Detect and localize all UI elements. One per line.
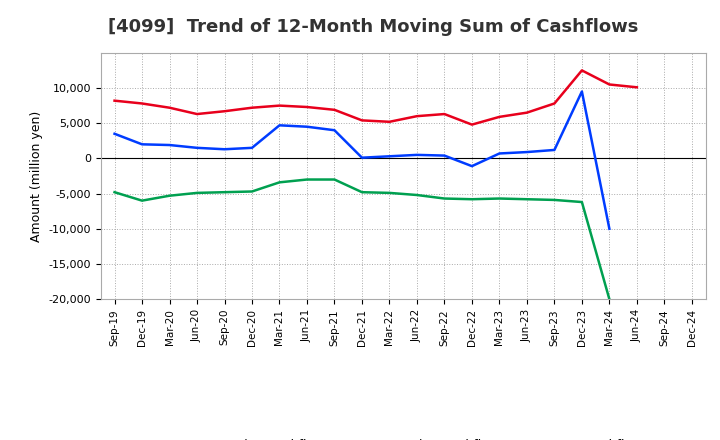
- Operating Cashflow: [495, 114, 504, 120]
- Investing Cashflow: [302, 177, 311, 182]
- Free Cashflow: [605, 226, 613, 231]
- Operating Cashflow: [275, 103, 284, 108]
- Operating Cashflow: [440, 111, 449, 117]
- Investing Cashflow: [550, 197, 559, 202]
- Investing Cashflow: [605, 297, 613, 302]
- Investing Cashflow: [467, 197, 476, 202]
- Free Cashflow: [330, 128, 339, 133]
- Line: Operating Cashflow: Operating Cashflow: [114, 70, 637, 125]
- Operating Cashflow: [577, 68, 586, 73]
- Investing Cashflow: [248, 189, 256, 194]
- Operating Cashflow: [302, 104, 311, 110]
- Free Cashflow: [440, 153, 449, 158]
- Free Cashflow: [385, 154, 394, 159]
- Text: [4099]  Trend of 12-Month Moving Sum of Cashflows: [4099] Trend of 12-Month Moving Sum of C…: [108, 18, 639, 36]
- Legend: Operating Cashflow, Investing Cashflow, Free Cashflow: Operating Cashflow, Investing Cashflow, …: [159, 433, 647, 440]
- Investing Cashflow: [358, 190, 366, 195]
- Free Cashflow: [248, 145, 256, 150]
- Operating Cashflow: [248, 105, 256, 110]
- Investing Cashflow: [110, 190, 119, 195]
- Free Cashflow: [577, 89, 586, 94]
- Operating Cashflow: [385, 119, 394, 125]
- Free Cashflow: [165, 143, 174, 148]
- Operating Cashflow: [605, 82, 613, 87]
- Investing Cashflow: [220, 190, 229, 195]
- Operating Cashflow: [467, 122, 476, 127]
- Free Cashflow: [467, 164, 476, 169]
- Investing Cashflow: [165, 193, 174, 198]
- Investing Cashflow: [330, 177, 339, 182]
- Free Cashflow: [220, 147, 229, 152]
- Investing Cashflow: [275, 180, 284, 185]
- Free Cashflow: [193, 145, 202, 150]
- Investing Cashflow: [577, 199, 586, 205]
- Operating Cashflow: [138, 101, 146, 106]
- Operating Cashflow: [193, 111, 202, 117]
- Free Cashflow: [523, 150, 531, 155]
- Operating Cashflow: [633, 84, 642, 90]
- Free Cashflow: [550, 147, 559, 153]
- Line: Investing Cashflow: Investing Cashflow: [114, 180, 609, 299]
- Investing Cashflow: [440, 196, 449, 201]
- Investing Cashflow: [138, 198, 146, 203]
- Investing Cashflow: [193, 190, 202, 195]
- Free Cashflow: [413, 152, 421, 158]
- Free Cashflow: [138, 142, 146, 147]
- Free Cashflow: [358, 155, 366, 160]
- Line: Free Cashflow: Free Cashflow: [114, 92, 609, 229]
- Operating Cashflow: [220, 109, 229, 114]
- Operating Cashflow: [110, 98, 119, 103]
- Y-axis label: Amount (million yen): Amount (million yen): [30, 110, 43, 242]
- Free Cashflow: [110, 131, 119, 136]
- Free Cashflow: [302, 124, 311, 129]
- Operating Cashflow: [413, 114, 421, 119]
- Investing Cashflow: [413, 192, 421, 198]
- Operating Cashflow: [330, 107, 339, 113]
- Investing Cashflow: [523, 197, 531, 202]
- Operating Cashflow: [550, 101, 559, 106]
- Investing Cashflow: [385, 190, 394, 195]
- Free Cashflow: [495, 151, 504, 156]
- Operating Cashflow: [358, 118, 366, 123]
- Investing Cashflow: [495, 196, 504, 201]
- Free Cashflow: [275, 123, 284, 128]
- Operating Cashflow: [523, 110, 531, 115]
- Operating Cashflow: [165, 105, 174, 110]
